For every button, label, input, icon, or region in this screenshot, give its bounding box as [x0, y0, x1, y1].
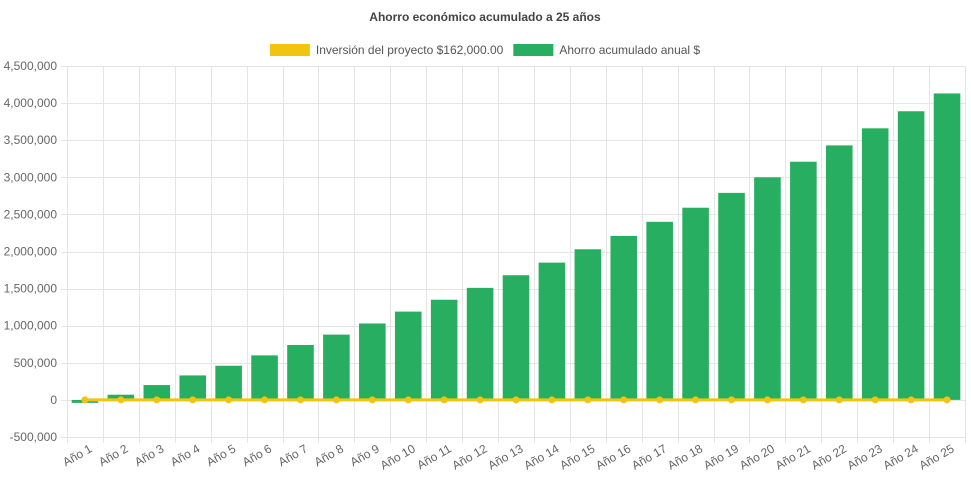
y-tick-label: 1,500,000 [4, 282, 58, 296]
y-tick-label: 500,000 [14, 356, 58, 370]
line-point [943, 396, 951, 404]
x-tick-label: Año 21 [773, 441, 813, 472]
chart-title: Ahorro económico acumulado a 25 años [369, 10, 601, 24]
line-point [225, 396, 233, 404]
line-point [763, 396, 771, 404]
x-tick-label: Año 19 [701, 441, 741, 472]
x-tick-label: Año 23 [845, 441, 885, 472]
x-tick-label: Año 12 [450, 441, 490, 472]
bar [610, 235, 638, 400]
line-point [440, 396, 448, 404]
line-point [799, 396, 807, 404]
bar [790, 161, 817, 400]
line-point [153, 396, 161, 404]
x-tick-label: Año 13 [486, 441, 526, 472]
line-point [296, 396, 304, 404]
line-point [512, 396, 520, 404]
y-tick-label: 4,000,000 [4, 96, 58, 110]
line-point [871, 396, 879, 404]
bar [574, 249, 602, 400]
line-point [81, 396, 89, 404]
x-tick-label: Año 2 [96, 441, 130, 469]
line-point [117, 396, 125, 404]
y-tick-label: 4,500,000 [4, 59, 58, 73]
bar [718, 192, 745, 400]
x-axis: Año 1 Año 2 Año 3 Año 4 Año 5 Año 6 Año 7 Año 8… [60, 441, 957, 472]
bar [682, 207, 709, 400]
bar [825, 145, 853, 400]
line-point [261, 396, 269, 404]
legend-swatch [269, 44, 310, 56]
line-point [835, 396, 843, 404]
x-tick-label: Año 22 [809, 441, 849, 472]
line-point [476, 396, 484, 404]
y-tick-label: 2,500,000 [4, 207, 58, 221]
x-tick-label: Año 11 [414, 441, 453, 472]
line-point [620, 396, 628, 404]
line-point [907, 396, 915, 404]
legend-label: Ahorro acumulado anual $ [559, 43, 700, 57]
x-tick-label: Año 14 [521, 441, 561, 472]
x-tick-label: Año 15 [557, 441, 597, 472]
bar [359, 323, 386, 400]
line-point [584, 396, 592, 404]
y-tick-label: 0 [50, 393, 57, 407]
x-tick-label: Año 4 [168, 441, 202, 469]
x-tick-label: Año 9 [348, 441, 382, 469]
line-point [548, 396, 556, 404]
bar [323, 334, 350, 400]
bar [179, 375, 207, 400]
y-tick-label: 2,000,000 [4, 245, 58, 259]
y-tick-label: 3,000,000 [4, 170, 58, 184]
x-tick-label: Año 24 [881, 441, 921, 472]
x-tick-label: Año 18 [665, 441, 705, 472]
bar [538, 262, 566, 400]
bar [897, 111, 925, 400]
bars-layer [71, 93, 961, 403]
bar [502, 275, 530, 400]
x-tick-label: Año 7 [276, 441, 310, 469]
y-tick-label: 3,500,000 [4, 133, 58, 147]
x-tick-label: Año 3 [132, 441, 166, 469]
bar [251, 355, 278, 400]
bar [754, 177, 781, 400]
bar [394, 311, 422, 400]
line-point [692, 396, 700, 404]
x-tick-label: Año 17 [629, 441, 669, 472]
line-point [368, 396, 376, 404]
x-tick-label: Año 6 [240, 441, 274, 469]
x-tick-label: Año 1 [60, 441, 94, 469]
legend-swatch [513, 44, 554, 56]
bar [287, 344, 314, 400]
bar [646, 221, 673, 400]
grid-layer [61, 66, 966, 443]
line-point [332, 396, 340, 404]
x-tick-label: Año 16 [593, 441, 633, 472]
bar [143, 385, 171, 400]
line-point [189, 396, 197, 404]
line-point [728, 396, 736, 404]
bar [215, 365, 242, 400]
x-tick-label: Año 8 [312, 441, 346, 469]
legend: Inversión del proyecto $162,000.00 Ahorro… [269, 43, 700, 57]
x-tick-label: Año 10 [378, 441, 418, 472]
bar [430, 299, 458, 400]
line-point [404, 396, 412, 404]
bar [861, 128, 889, 400]
bar [933, 93, 961, 400]
x-tick-label: Año 25 [917, 441, 957, 472]
y-tick-label: -500,000 [10, 430, 58, 444]
bar [466, 287, 494, 400]
y-tick-label: 1,000,000 [4, 319, 58, 333]
y-axis: -500,000 0 500,000 1,000,000 1,500,000 2,000,… [4, 59, 58, 444]
line-layer [81, 396, 951, 404]
x-tick-label: Año 20 [737, 441, 777, 472]
legend-label: Inversión del proyecto $162,000.00 [316, 43, 504, 57]
x-tick-label: Año 5 [204, 441, 238, 469]
line-point [656, 396, 664, 404]
